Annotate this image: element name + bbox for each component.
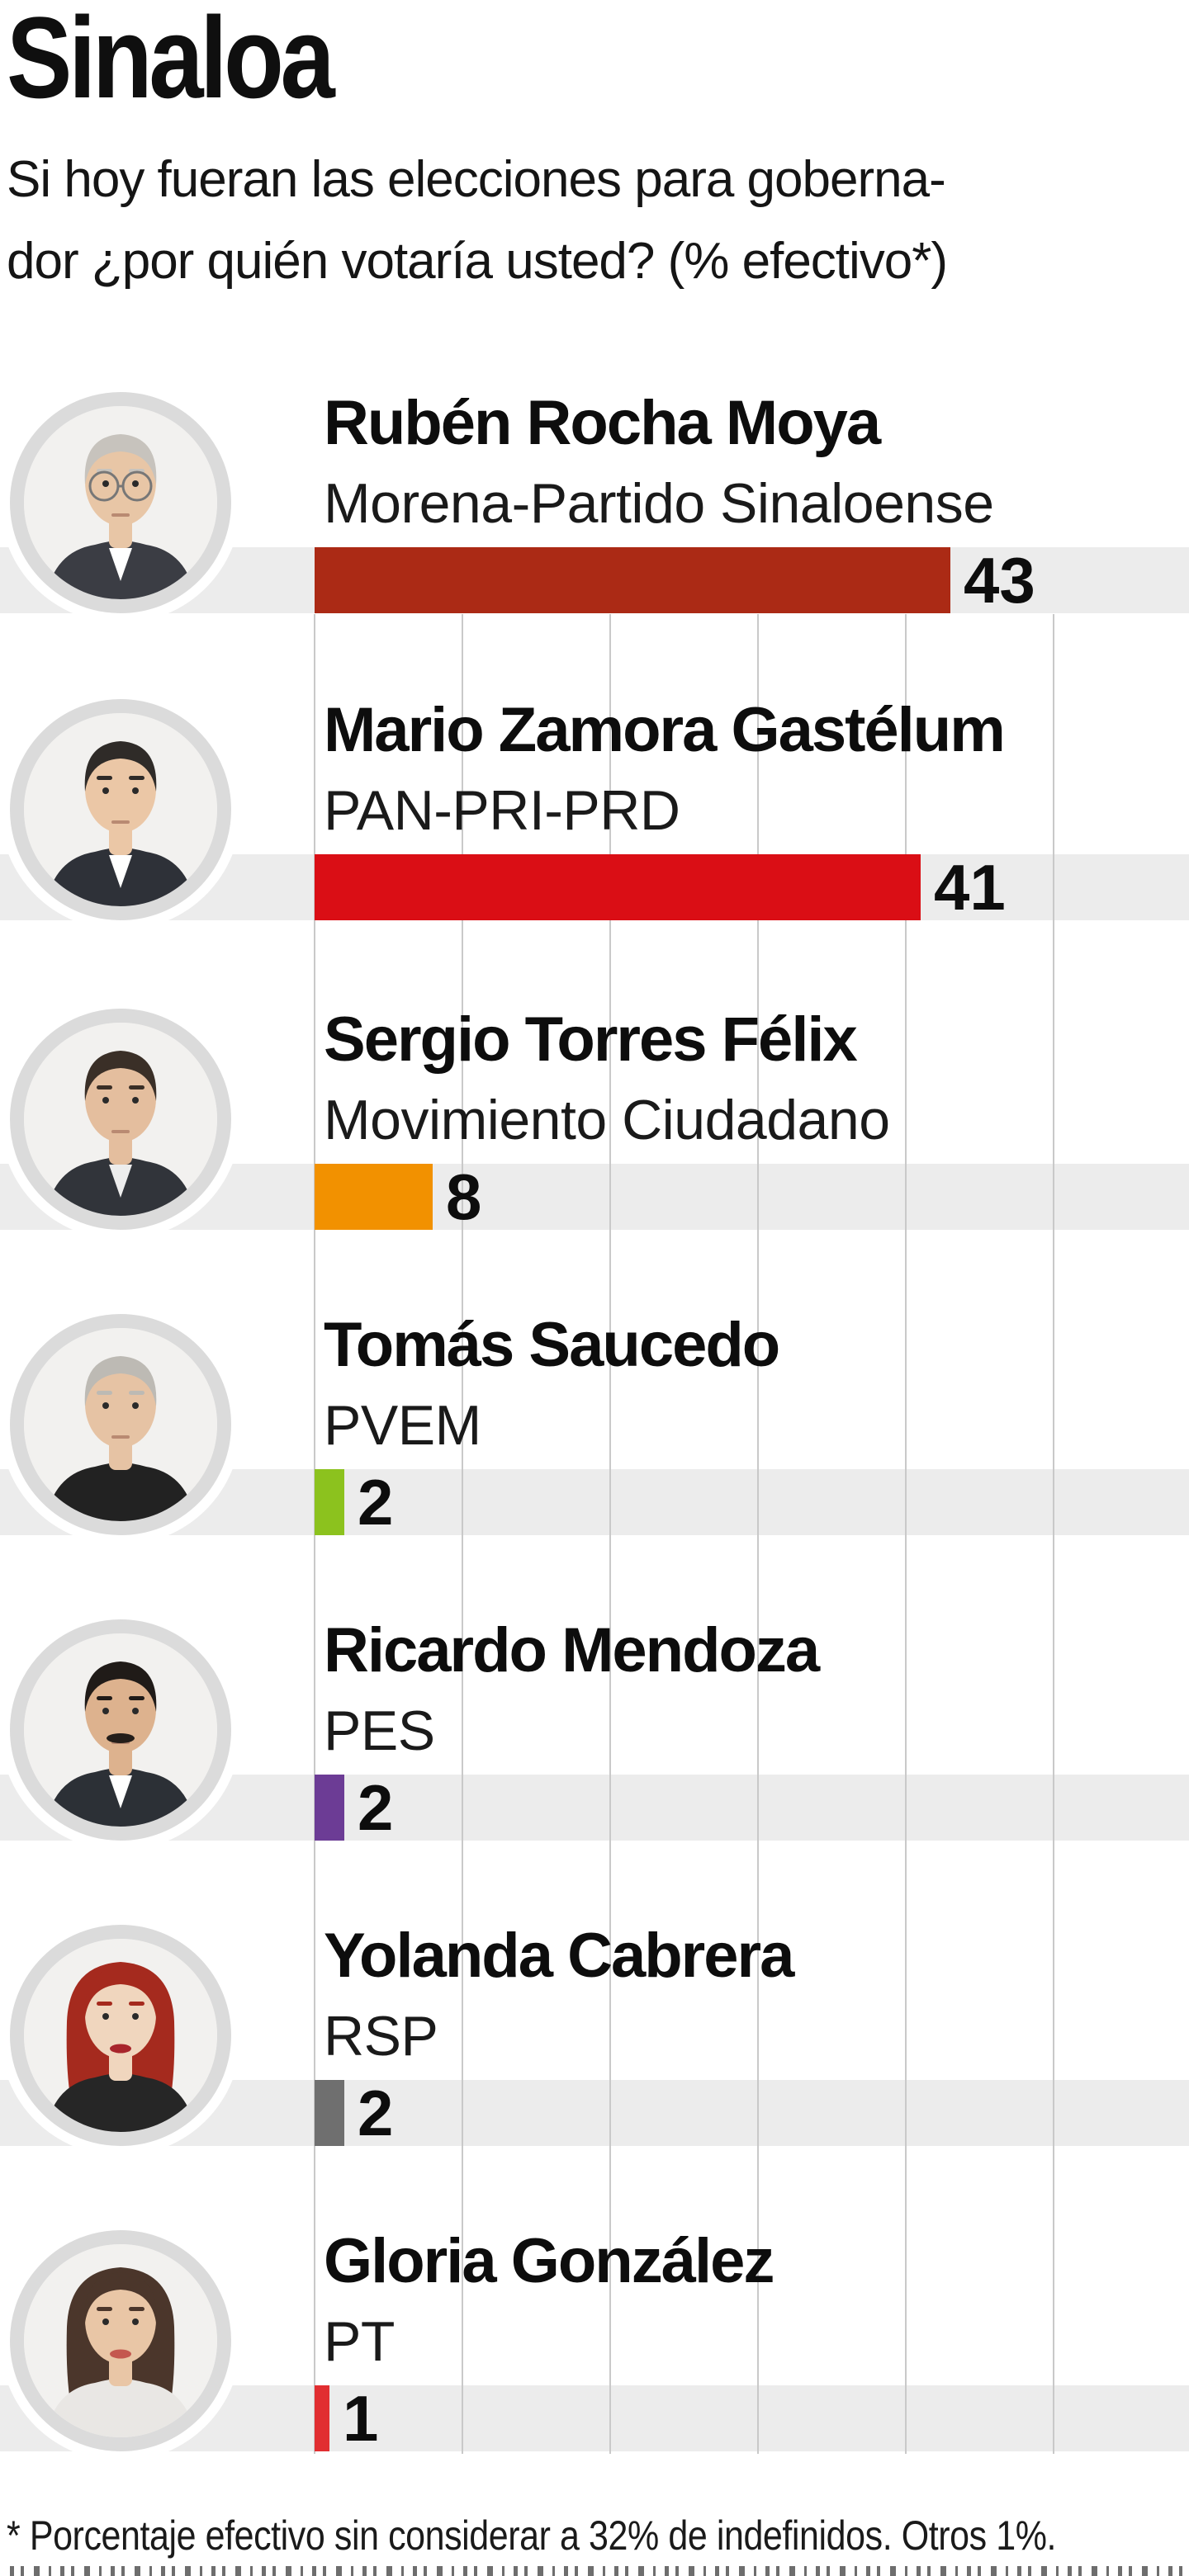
- value-label: 8: [446, 1160, 482, 1233]
- candidate-name: Tomás Saucedo: [324, 1310, 780, 1380]
- candidate-row: 2 Tomás Saucedo PVEM: [0, 1300, 1189, 1541]
- candidate-photo: [10, 1009, 231, 1230]
- candidate-name: Gloria González: [324, 2226, 775, 2296]
- avatar-illustration: [24, 1939, 217, 2132]
- candidate-name: Mario Zamora Gastélum: [324, 695, 1006, 765]
- result-bar: [315, 1775, 344, 1841]
- avatar-illustration: [24, 713, 217, 906]
- candidate-row: 2 Ricardo Mendoza PES: [0, 1605, 1189, 1846]
- value-label: 1: [343, 2382, 379, 2455]
- candidate-photo: [10, 1925, 231, 2146]
- value-label: 2: [358, 1466, 394, 1539]
- result-bar: [315, 547, 950, 613]
- candidate-row: 41 Mario Zamora Gastélum PAN-PRI-PRD: [0, 685, 1189, 926]
- poll-question-line1: Si hoy fueran las elecciones para gobern…: [7, 151, 946, 208]
- footnote: * Porcentaje efectivo sin considerar a 3…: [7, 2512, 1057, 2559]
- result-bar: [315, 854, 921, 920]
- avatar-illustration: [24, 2244, 217, 2437]
- candidate-row: 43 Rubén Rocha Moya Morena-Partido Sinal…: [0, 378, 1189, 619]
- value-label: 2: [358, 2077, 394, 2149]
- result-bar: [315, 2080, 344, 2146]
- clipped-text-line: [10, 2566, 1182, 2576]
- candidate-name: Ricardo Mendoza: [324, 1615, 820, 1685]
- candidate-party: PVEM: [324, 1394, 481, 1457]
- candidate-row: 8 Sergio Torres Félix Movimiento Ciudada…: [0, 995, 1189, 1236]
- result-bar: [315, 1469, 344, 1535]
- candidate-photo: [10, 699, 231, 920]
- avatar-illustration: [24, 1023, 217, 1216]
- poll-question-line2: dor ¿por quién votaría usted? (% efectiv…: [7, 233, 948, 290]
- candidate-party: Movimiento Ciudadano: [324, 1089, 890, 1151]
- candidate-photo: [10, 1314, 231, 1535]
- candidate-party: PAN-PRI-PRD: [324, 779, 680, 842]
- result-bar: [315, 2385, 329, 2451]
- candidate-party: PT: [324, 2310, 395, 2373]
- candidate-photo: [10, 2230, 231, 2451]
- candidate-party: Morena-Partido Sinaloense: [324, 472, 994, 535]
- page-title: Sinaloa: [7, 0, 335, 122]
- result-bar: [315, 1164, 433, 1230]
- value-label: 43: [964, 544, 1035, 617]
- candidate-photo: [10, 1619, 231, 1841]
- avatar-illustration: [24, 406, 217, 599]
- poll-question: Si hoy fueran las elecciones para gobern…: [7, 139, 948, 302]
- candidate-party: PES: [324, 1699, 435, 1762]
- candidate-name: Sergio Torres Félix: [324, 1004, 858, 1075]
- candidate-name: Rubén Rocha Moya: [324, 388, 881, 458]
- candidate-photo: [10, 392, 231, 613]
- candidate-party: RSP: [324, 2005, 438, 2068]
- candidate-row: 2 Yolanda Cabrera RSP: [0, 1911, 1189, 2152]
- avatar-illustration: [24, 1633, 217, 1827]
- candidate-row: 1 Gloria González PT: [0, 2216, 1189, 2457]
- value-label: 2: [358, 1771, 394, 1844]
- value-label: 41: [934, 851, 1006, 924]
- avatar-illustration: [24, 1328, 217, 1521]
- candidate-name: Yolanda Cabrera: [324, 1921, 794, 1991]
